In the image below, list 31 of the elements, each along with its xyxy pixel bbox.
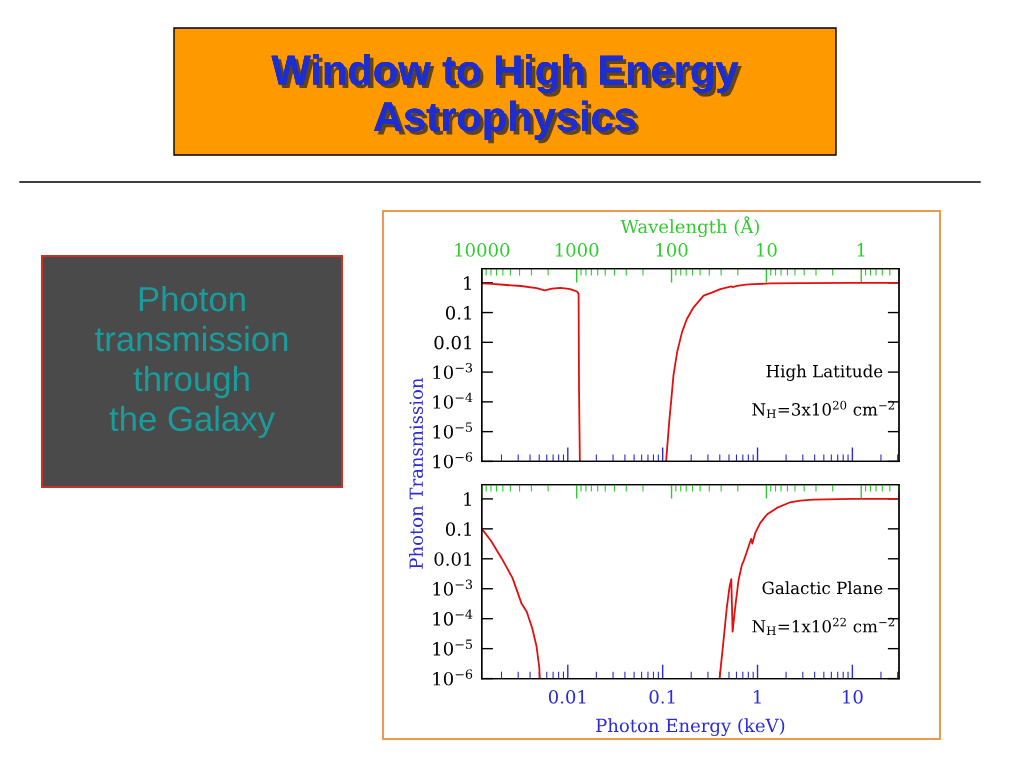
x-tick-label: 0.01 (548, 690, 586, 704)
x-tick-label: 10000 (455, 243, 510, 257)
annotation: N$_{H}$=3x10$^{20}$ cm$^{−2}$ (752, 400, 895, 419)
x-tick-label: 10 (757, 243, 777, 257)
y-axis-title: Photon Transmission (409, 378, 424, 569)
y-tick-label: 10$^{−3}$ (433, 362, 473, 380)
x-tick-label: 10 (843, 690, 863, 704)
annotation: Galactic Plane (762, 581, 883, 595)
x-tick-label: 1 (753, 690, 761, 704)
y-tick-label: 10$^{−5}$ (433, 422, 473, 439)
y-tick-label: 10$^{−6}$ (433, 452, 473, 469)
x-axis-title: Wavelength (Å) (620, 216, 759, 238)
x-axis-title: Photon Energy (keV) (596, 718, 785, 737)
x-tick-label: 1000 (555, 243, 599, 257)
y-tick-label: 1 (464, 492, 471, 506)
chart-title: Window to High Energy Astrophysics (271, 54, 742, 144)
y-tick-label: 0.1 (445, 306, 471, 320)
y-tick-label: 1 (464, 276, 471, 290)
y-tick-label: 0.01 (434, 552, 471, 566)
x-tick-label: 0.1 (649, 690, 675, 704)
x-tick-label: 1 (857, 243, 865, 257)
y-tick-label: 10$^{−4}$ (433, 392, 473, 409)
text: Photon transmission through the Galaxy (95, 285, 288, 439)
y-tick-label: 10$^{−6}$ (433, 669, 473, 686)
y-tick-label: 0.01 (434, 335, 471, 350)
y-tick-label: 10$^{−5}$ (433, 639, 473, 656)
x-tick-label: 100 (656, 243, 688, 257)
annotation: High Latitude (766, 364, 883, 381)
y-tick-label: 0.1 (445, 522, 471, 536)
y-tick-label: 10$^{−4}$ (433, 609, 473, 626)
y-tick-label: 10$^{−3}$ (433, 579, 473, 596)
